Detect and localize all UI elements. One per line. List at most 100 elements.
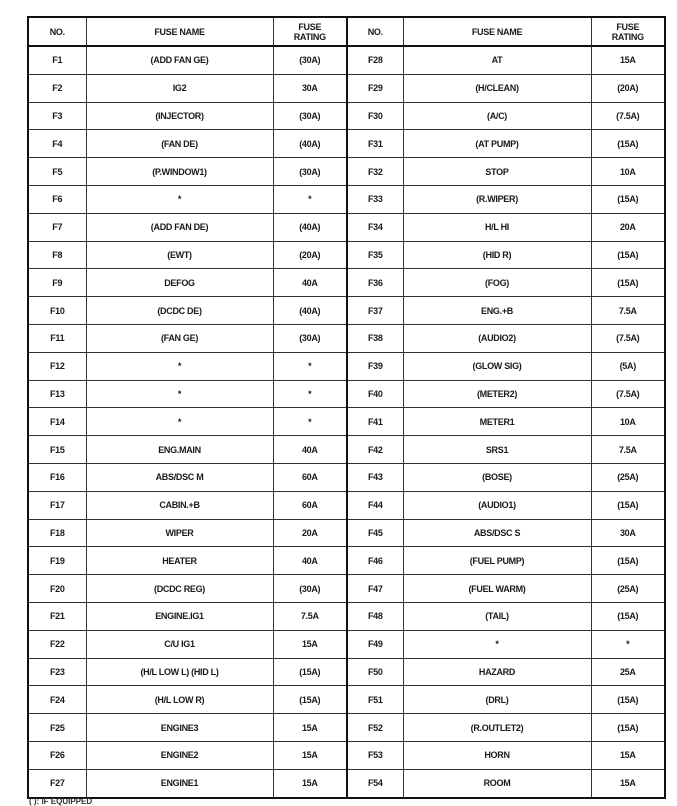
fuse-rating: (40A): [272, 212, 348, 242]
fuse-number: F26: [27, 740, 87, 770]
fuse-rating: 40A: [272, 268, 348, 298]
header-fuse-rating: FUSE RATING: [590, 16, 666, 47]
fuse-number: F36: [346, 268, 404, 298]
fuse-number: F42: [346, 435, 404, 464]
fuse-rating: (15A): [590, 546, 666, 576]
table-row: F3 (INJECTOR) (30A) F30 (A/C) (7.5A): [27, 101, 666, 131]
fuse-name: (EWT): [85, 240, 274, 270]
fuse-rating: (30A): [272, 157, 348, 186]
table-row: F21 ENGINE.IG1 7.5A F48 (TAIL) (15A): [27, 601, 666, 631]
fuse-rating: 20A: [590, 212, 666, 242]
table-row: F10 (DCDC DE) (40A) F37 ENG.+B 7.5A: [27, 296, 666, 325]
fuse-rating: 15A: [590, 45, 666, 75]
table-row: F22 C/U IG1 15A F49 * *: [27, 629, 666, 659]
fuse-name: (H/CLEAN): [402, 73, 592, 103]
fuse-name: ENG.MAIN: [85, 435, 274, 464]
fuse-rating: (7.5A): [590, 101, 666, 131]
fuse-rating: (15A): [590, 268, 666, 298]
table-row: F20 (DCDC REG) (30A) F47 (FUEL WARM) (25A): [27, 574, 666, 603]
fuse-rating: 30A: [272, 73, 348, 103]
header-fuse-name: FUSE NAME: [85, 16, 274, 47]
header-rating-line1: FUSE: [616, 21, 640, 32]
fuse-number: F10: [27, 296, 87, 325]
fuse-rating: *: [272, 407, 348, 437]
fuse-rating: (40A): [272, 129, 348, 159]
fuse-rating: (25A): [590, 574, 666, 603]
fuse-name: ENGINE3: [85, 713, 274, 742]
fuse-rating: (15A): [590, 129, 666, 159]
fuse-number: F48: [346, 601, 404, 631]
fuse-name: *: [85, 184, 274, 214]
fuse-number: F19: [27, 546, 87, 576]
header-rating-line1: FUSE: [298, 21, 322, 32]
fuse-name: (AUDIO1): [402, 490, 592, 520]
fuse-rating: (15A): [272, 657, 348, 687]
fuse-rating: (25A): [590, 462, 666, 492]
fuse-number: F25: [27, 713, 87, 742]
header-fuse-rating: FUSE RATING: [272, 16, 348, 47]
fuse-rating: 40A: [272, 546, 348, 576]
table-row: F25 ENGINE3 15A F52 (R.OUTLET2) (15A): [27, 713, 666, 742]
table-row: F12 * * F39 (GLOW SIG) (5A): [27, 351, 666, 381]
fuse-number: F49: [346, 629, 404, 659]
table-row: F19 HEATER 40A F46 (FUEL PUMP) (15A): [27, 546, 666, 576]
fuse-name: (DCDC DE): [85, 296, 274, 325]
fuse-number: F45: [346, 518, 404, 548]
fuse-rating: *: [272, 184, 348, 214]
fuse-name: CABIN.+B: [85, 490, 274, 520]
fuse-name: HORN: [402, 740, 592, 770]
fuse-name: (HID R): [402, 240, 592, 270]
fuse-name: DEFOG: [85, 268, 274, 298]
fuse-number: F23: [27, 657, 87, 687]
fuse-number: F39: [346, 351, 404, 381]
table-row: F6 * * F33 (R.WIPER) (15A): [27, 184, 666, 214]
fuse-name: IG2: [85, 73, 274, 103]
fuse-rating: (15A): [590, 184, 666, 214]
table-row: F2 IG2 30A F29 (H/CLEAN) (20A): [27, 73, 666, 103]
fuse-name: (INJECTOR): [85, 101, 274, 131]
fuse-rating: (15A): [590, 490, 666, 520]
fuse-name: (P.WINDOW1): [85, 157, 274, 186]
header-no: NO.: [346, 16, 404, 47]
fuse-rating: 30A: [590, 518, 666, 548]
fuse-rating: 25A: [590, 657, 666, 687]
fuse-name: (GLOW SIG): [402, 351, 592, 381]
fuse-rating: (30A): [272, 101, 348, 131]
fuse-number: F33: [346, 184, 404, 214]
fuse-number: F13: [27, 379, 87, 409]
fuse-rating: (15A): [590, 601, 666, 631]
fuse-number: F31: [346, 129, 404, 159]
table-row: F26 ENGINE2 15A F53 HORN 15A: [27, 740, 666, 770]
table-row: F15 ENG.MAIN 40A F42 SRS1 7.5A: [27, 435, 666, 464]
fuse-name: (ADD FAN DE): [85, 212, 274, 242]
fuse-number: F38: [346, 323, 404, 353]
fuse-number: F9: [27, 268, 87, 298]
fuse-name: METER1: [402, 407, 592, 437]
fuse-number: F50: [346, 657, 404, 687]
fuse-number: F4: [27, 129, 87, 159]
fuse-rating: 20A: [272, 518, 348, 548]
fuse-number: F41: [346, 407, 404, 437]
fuse-name: *: [85, 407, 274, 437]
fuse-name: (FUEL PUMP): [402, 546, 592, 576]
fuse-name: (FUEL WARM): [402, 574, 592, 603]
fuse-name: STOP: [402, 157, 592, 186]
header-fuse-name: FUSE NAME: [402, 16, 592, 47]
fuse-number: F17: [27, 490, 87, 520]
fuse-number: F7: [27, 212, 87, 242]
fuse-rating: 10A: [590, 157, 666, 186]
fuse-rating: (15A): [590, 240, 666, 270]
fuse-number: F12: [27, 351, 87, 381]
fuse-name: HAZARD: [402, 657, 592, 687]
fuse-name: (R.WIPER): [402, 184, 592, 214]
table-row: F14 * * F41 METER1 10A: [27, 407, 666, 437]
fuse-name: H/L HI: [402, 212, 592, 242]
fuse-name: ENG.+B: [402, 296, 592, 325]
table-row: F23 (H/L LOW L) (HID L) (15A) F50 HAZARD 25A: [27, 657, 666, 687]
fuse-rating: 15A: [272, 629, 348, 659]
header-rating-line2: RATING: [293, 31, 326, 42]
fuse-number: F2: [27, 73, 87, 103]
fuse-number: F52: [346, 713, 404, 742]
fuse-name: ABS/DSC S: [402, 518, 592, 548]
fuse-number: F35: [346, 240, 404, 270]
